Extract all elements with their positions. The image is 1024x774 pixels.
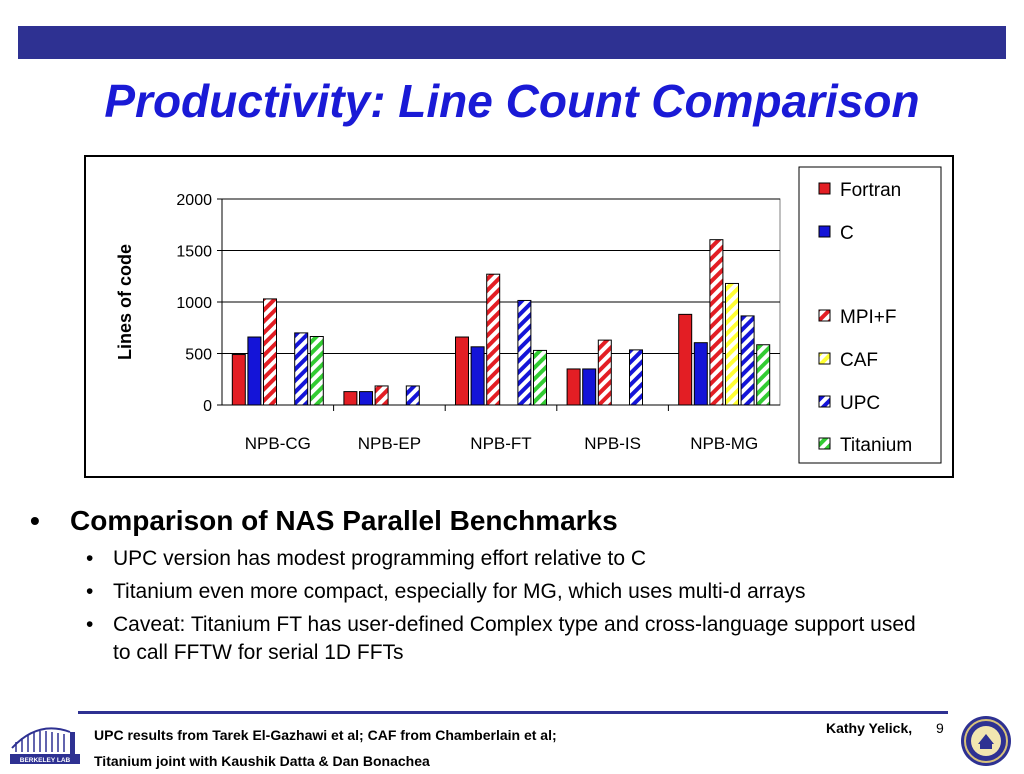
sub-bullet-text: Caveat: Titanium FT has user-defined Com… [113, 613, 916, 664]
bar-mpi-f-npb-ft [486, 273, 501, 406]
footer-credits: UPC results from Tarek El-Gazhawi et al;… [94, 722, 557, 774]
bar-mpi-f-npb-mg [709, 239, 724, 406]
footer-line-2: Titanium joint with Kaushik Datta & Dan … [94, 753, 430, 769]
sub-bullet-text: UPC version has modest programming effor… [113, 547, 646, 570]
y-tick-label: 500 [185, 347, 212, 364]
legend-label: Fortran [840, 180, 901, 201]
bar-mpi-f-npb-cg [263, 298, 277, 406]
y-tick-label: 0 [203, 398, 212, 415]
bar-upc-npb-is [629, 349, 643, 406]
legend-swatch [818, 182, 831, 195]
university-seal-icon [961, 716, 1011, 766]
legend-label: UPC [840, 393, 880, 414]
legend-swatch [818, 352, 831, 365]
legend-swatch [818, 225, 831, 238]
main-bullet-text: Comparison of NAS Parallel Benchmarks [70, 505, 618, 536]
bar-upc-npb-ep [405, 385, 420, 406]
sub-bullet: • Caveat: Titanium FT has user-defined Co… [86, 613, 916, 664]
y-tick-label: 2000 [176, 192, 212, 209]
bar-c-npb-cg [247, 336, 262, 406]
x-tick-label: NPB-CG [245, 434, 311, 453]
legend-label: CAF [840, 350, 878, 371]
page-number: 9 [936, 720, 944, 736]
bar-fortran-npb-cg [231, 354, 246, 406]
legend-label: C [840, 223, 854, 244]
bar-c-npb-mg [693, 342, 708, 406]
bar-mpi-f-npb-is [597, 339, 612, 406]
bar-upc-npb-ft [517, 299, 532, 406]
legend-label: MPI+F [840, 307, 896, 328]
slide-title: Productivity: Line Count Comparison [104, 75, 920, 127]
sub-bullet: • Titanium even more compact, especially … [86, 580, 806, 603]
bar-titanium-npb-cg [309, 336, 324, 406]
x-tick-label: NPB-MG [690, 434, 758, 453]
legend-swatch [818, 437, 831, 450]
bar-caf-npb-mg [725, 282, 739, 406]
bar-fortran-npb-mg [678, 313, 693, 406]
bar-upc-npb-mg [740, 315, 755, 406]
x-tick-label: NPB-IS [584, 434, 641, 453]
bar-titanium-npb-mg [756, 344, 771, 406]
bar-mpi-f-npb-ep [374, 385, 389, 406]
x-tick-label: NPB-FT [470, 434, 531, 453]
footer-line-1: UPC results from Tarek El-Gazhawi et al;… [94, 727, 557, 743]
legend-label: Titanium [840, 435, 912, 456]
x-tick-label: NPB-EP [358, 434, 421, 453]
sub-bullet-text: Titanium even more compact, especially f… [113, 580, 806, 603]
sub-bullet: • UPC version has modest programming effo… [86, 547, 646, 570]
bar-c-npb-ep [359, 391, 373, 406]
main-bullet: • Comparison of NAS Parallel Benchmarks [30, 505, 618, 536]
bar-c-npb-ft [470, 346, 485, 406]
bullet-list: • Comparison of NAS Parallel Benchmarks •… [30, 504, 990, 672]
bar-titanium-npb-ft [533, 349, 547, 406]
bar-fortran-npb-ft [455, 336, 469, 406]
bar-c-npb-is [582, 368, 597, 406]
berkeley-lab-logo: BERKELEY LAB [10, 727, 80, 764]
y-tick-label: 1000 [176, 295, 212, 312]
author-name: Kathy Yelick, [826, 720, 913, 736]
bar-chart: Lines of code 0 500 1000 1500 2000 NPB-CG NPB-… [115, 166, 942, 464]
bar-upc-npb-cg [294, 332, 309, 406]
y-tick-label: 1500 [176, 244, 212, 261]
legend-swatch [818, 395, 831, 408]
bar-fortran-npb-is [566, 368, 581, 406]
svg-text:BERKELEY LAB: BERKELEY LAB [20, 757, 71, 764]
legend-swatch [818, 309, 831, 322]
header-bar [18, 26, 1006, 59]
bar-fortran-npb-ep [343, 391, 358, 406]
footer-divider [78, 711, 948, 714]
y-axis-label: Lines of code [115, 244, 135, 360]
